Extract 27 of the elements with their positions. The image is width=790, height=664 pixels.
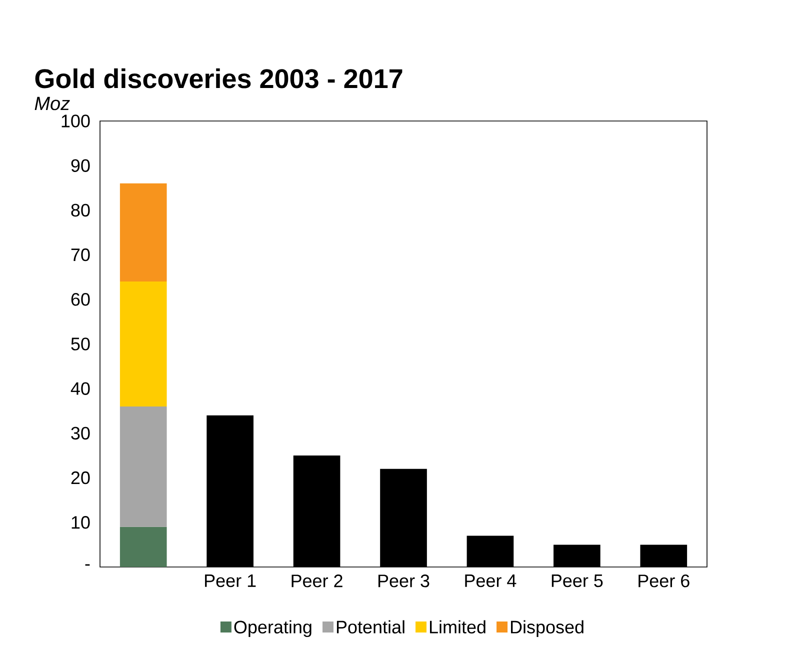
y-tick-label: 30	[71, 426, 90, 440]
x-tick-label: Peer 5	[552, 574, 603, 588]
y-tick-label: 80	[71, 204, 90, 217]
x-tick-label: Peer 1	[205, 574, 256, 588]
chart-title: Gold discoveries 2003 - 2017	[35, 68, 402, 88]
x-tick-label: Peer 6	[638, 574, 690, 588]
y-tick-label: 20	[71, 471, 90, 484]
y-tick-label: 100	[62, 114, 90, 128]
y-tick-label: 50	[71, 338, 90, 350]
y-tick-label: 90	[71, 159, 90, 172]
x-tick-label: Peer 4	[465, 574, 516, 588]
bar	[120, 282, 167, 406]
legend-label: Disposed	[511, 620, 584, 638]
x-tick-label: Peer 3	[378, 574, 430, 588]
y-tick-label: 70	[71, 248, 90, 262]
chart-subtitle: Moz	[34, 96, 70, 110]
y-tick-label: 10	[72, 516, 90, 529]
legend-label: Limited	[430, 620, 486, 634]
bar	[120, 183, 167, 282]
y-tick-label: 40	[70, 382, 90, 395]
x-tick-label: Peer 2	[292, 574, 342, 588]
legend-label: Operating	[234, 620, 312, 638]
legend-label: Potential	[336, 620, 404, 634]
bar	[120, 406, 167, 527]
y-tick-label: 60	[71, 293, 90, 306]
y-tick-label: -	[85, 564, 90, 566]
bar	[120, 526, 167, 567]
